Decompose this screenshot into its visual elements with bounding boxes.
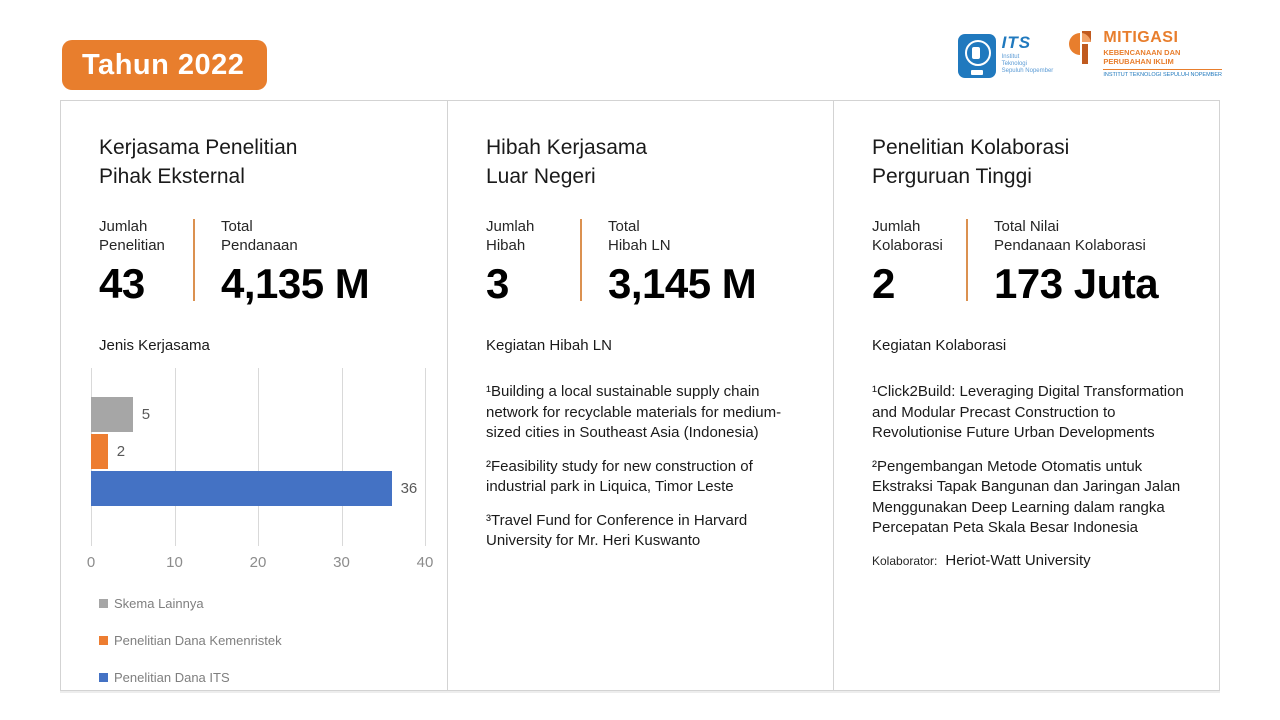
legend-label: Penelitian Dana Kemenristek xyxy=(114,633,282,648)
stats-row: Jumlah Penelitian 43 Total Pendanaan 4,1… xyxy=(99,217,417,307)
bar-chart-legend: Skema Lainnya Penelitian Dana Kemenristek… xyxy=(91,596,425,685)
header-logos: ITS Institut Teknologi Sepuluh Nopember … xyxy=(957,30,1222,79)
gridline xyxy=(341,368,343,546)
activity-item: ¹Building a local sustainable supply cha… xyxy=(486,383,782,441)
stat-value: 4,135 M xyxy=(221,260,370,307)
section-label: Kegiatan Kolaborasi xyxy=(872,337,1007,354)
stat-divider xyxy=(193,219,195,301)
section-label: Kegiatan Hibah LN xyxy=(486,337,612,354)
stat-value: 173 Juta xyxy=(994,260,1159,307)
activity-item: ³Travel Fund for Conference in Harvard U… xyxy=(486,511,748,550)
panel-title: Kerjasama Penelitian Pihak Eksternal xyxy=(99,136,298,188)
mitigasi-logo-org: INSTITUT TEKNOLOGI SEPULUH NOPEMBER xyxy=(1103,69,1222,79)
stat-value: 43 xyxy=(99,260,145,307)
bar-value-label: 2 xyxy=(116,443,126,460)
panel-penelitian-kolaborasi: Penelitian Kolaborasi Perguruan Tinggi J… xyxy=(833,101,1219,690)
legend-swatch xyxy=(99,599,108,608)
stat-jumlah-kolaborasi: Jumlah Kolaborasi 2 xyxy=(872,217,966,307)
mitigasi-logo-icon xyxy=(1069,31,1092,64)
stat-value: 3,145 M xyxy=(608,260,757,307)
its-logo: ITS Institut Teknologi Sepuluh Nopember xyxy=(957,30,1054,78)
bar-chart-plot: 5 2 36 xyxy=(91,368,426,546)
stat-divider xyxy=(580,219,582,301)
collaborator-row: Kolaborator: Heriot-Watt University xyxy=(872,552,1189,569)
bar-0 xyxy=(91,397,133,432)
mitigasi-logo-title: MITIGASI xyxy=(1103,29,1179,46)
bar-row: 36 xyxy=(91,470,425,507)
activity-item: ¹Click2Build: Leveraging Digital Transfo… xyxy=(872,383,1184,441)
legend-label: Skema Lainnya xyxy=(114,596,204,611)
mitigasi-logo-subtitle: KEBENCANAAN DAN PERUBAHAN IKLIM xyxy=(1103,48,1181,66)
its-logo-icon xyxy=(957,34,996,78)
year-badge-label: Tahun 2022 xyxy=(82,48,245,81)
legend-item: Penelitian Dana Kemenristek xyxy=(99,633,425,648)
legend-item: Skema Lainnya xyxy=(99,596,425,611)
panel-title: Penelitian Kolaborasi Perguruan Tinggi xyxy=(872,136,1070,188)
its-logo-acronym: ITS xyxy=(1001,33,1032,52)
bar-2 xyxy=(91,471,392,506)
bar-value-label: 36 xyxy=(400,480,418,497)
bar-chart: 5 2 36 0 10 20 30 40 Skema Lainnya Penelitian D… xyxy=(87,368,434,685)
x-tick-label: 40 xyxy=(416,554,434,571)
gridline xyxy=(258,368,259,546)
x-tick-label: 0 xyxy=(86,554,96,571)
legend-item: Penelitian Dana ITS xyxy=(99,670,425,685)
stat-jumlah-hibah: Jumlah Hibah 3 xyxy=(486,217,580,307)
legend-swatch xyxy=(99,673,108,682)
bar-row: 2 xyxy=(91,433,425,470)
legend-swatch xyxy=(99,636,108,645)
bar-chart-x-axis: 0 10 20 30 40 xyxy=(87,554,434,576)
year-badge: Tahun 2022 xyxy=(62,40,267,90)
collaborator-label: Kolaborator: xyxy=(872,553,938,568)
collaborator-value: Heriot-Watt University xyxy=(945,551,1091,569)
hibah-activities-list: ¹Building a local sustainable supply cha… xyxy=(486,382,803,552)
activity-item: ²Pengembangan Metode Otomatis untuk Ekst… xyxy=(872,457,1181,537)
gridline xyxy=(425,368,426,546)
stat-jumlah-penelitian: Jumlah Penelitian 43 xyxy=(99,217,193,307)
x-tick-label: 10 xyxy=(166,554,183,571)
panel-hibah-kerjasama: Hibah Kerjasama Luar Negeri Jumlah Hibah… xyxy=(447,101,833,690)
mitigasi-logo: MITIGASI KEBENCANAAN DAN PERUBAHAN IKLIM… xyxy=(1067,30,1222,79)
activity-item: ²Feasibility study for new construction … xyxy=(486,457,753,496)
legend-label: Penelitian Dana ITS xyxy=(114,670,230,685)
x-tick-label: 20 xyxy=(249,554,267,571)
its-logo-name: Institut Teknologi Sepuluh Nopember xyxy=(1001,54,1054,74)
stats-row: Jumlah Kolaborasi 2 Total Nilai Pendanaa… xyxy=(872,217,1189,307)
chart-title: Jenis Kerjasama xyxy=(99,337,210,354)
stat-divider xyxy=(966,219,968,301)
kolaborasi-activities-list: ¹Click2Build: Leveraging Digital Transfo… xyxy=(872,382,1189,539)
stats-row: Jumlah Hibah 3 Total Hibah LN 3,145 M xyxy=(486,217,803,307)
bar-row: 5 xyxy=(91,396,425,433)
stats-board: Kerjasama Penelitian Pihak Eksternal Jum… xyxy=(60,100,1220,691)
bar-value-label: 5 xyxy=(141,406,151,423)
gridline xyxy=(174,368,176,546)
stat-total-pendanaan: Total Pendanaan 4,135 M xyxy=(221,218,370,307)
x-tick-label: 30 xyxy=(333,554,350,571)
stat-total-nilai-kolaborasi: Total Nilai Pendanaan Kolaborasi 173 Jut… xyxy=(994,218,1159,307)
stat-value: 2 xyxy=(872,260,895,307)
bar-1 xyxy=(91,434,108,469)
panel-kerjasama-penelitian: Kerjasama Penelitian Pihak Eksternal Jum… xyxy=(61,101,447,690)
panel-title: Hibah Kerjasama Luar Negeri xyxy=(486,136,648,188)
stat-total-hibah-ln: Total Hibah LN 3,145 M xyxy=(608,218,757,307)
stat-value: 3 xyxy=(486,260,509,307)
bars: 5 2 36 xyxy=(91,396,425,507)
